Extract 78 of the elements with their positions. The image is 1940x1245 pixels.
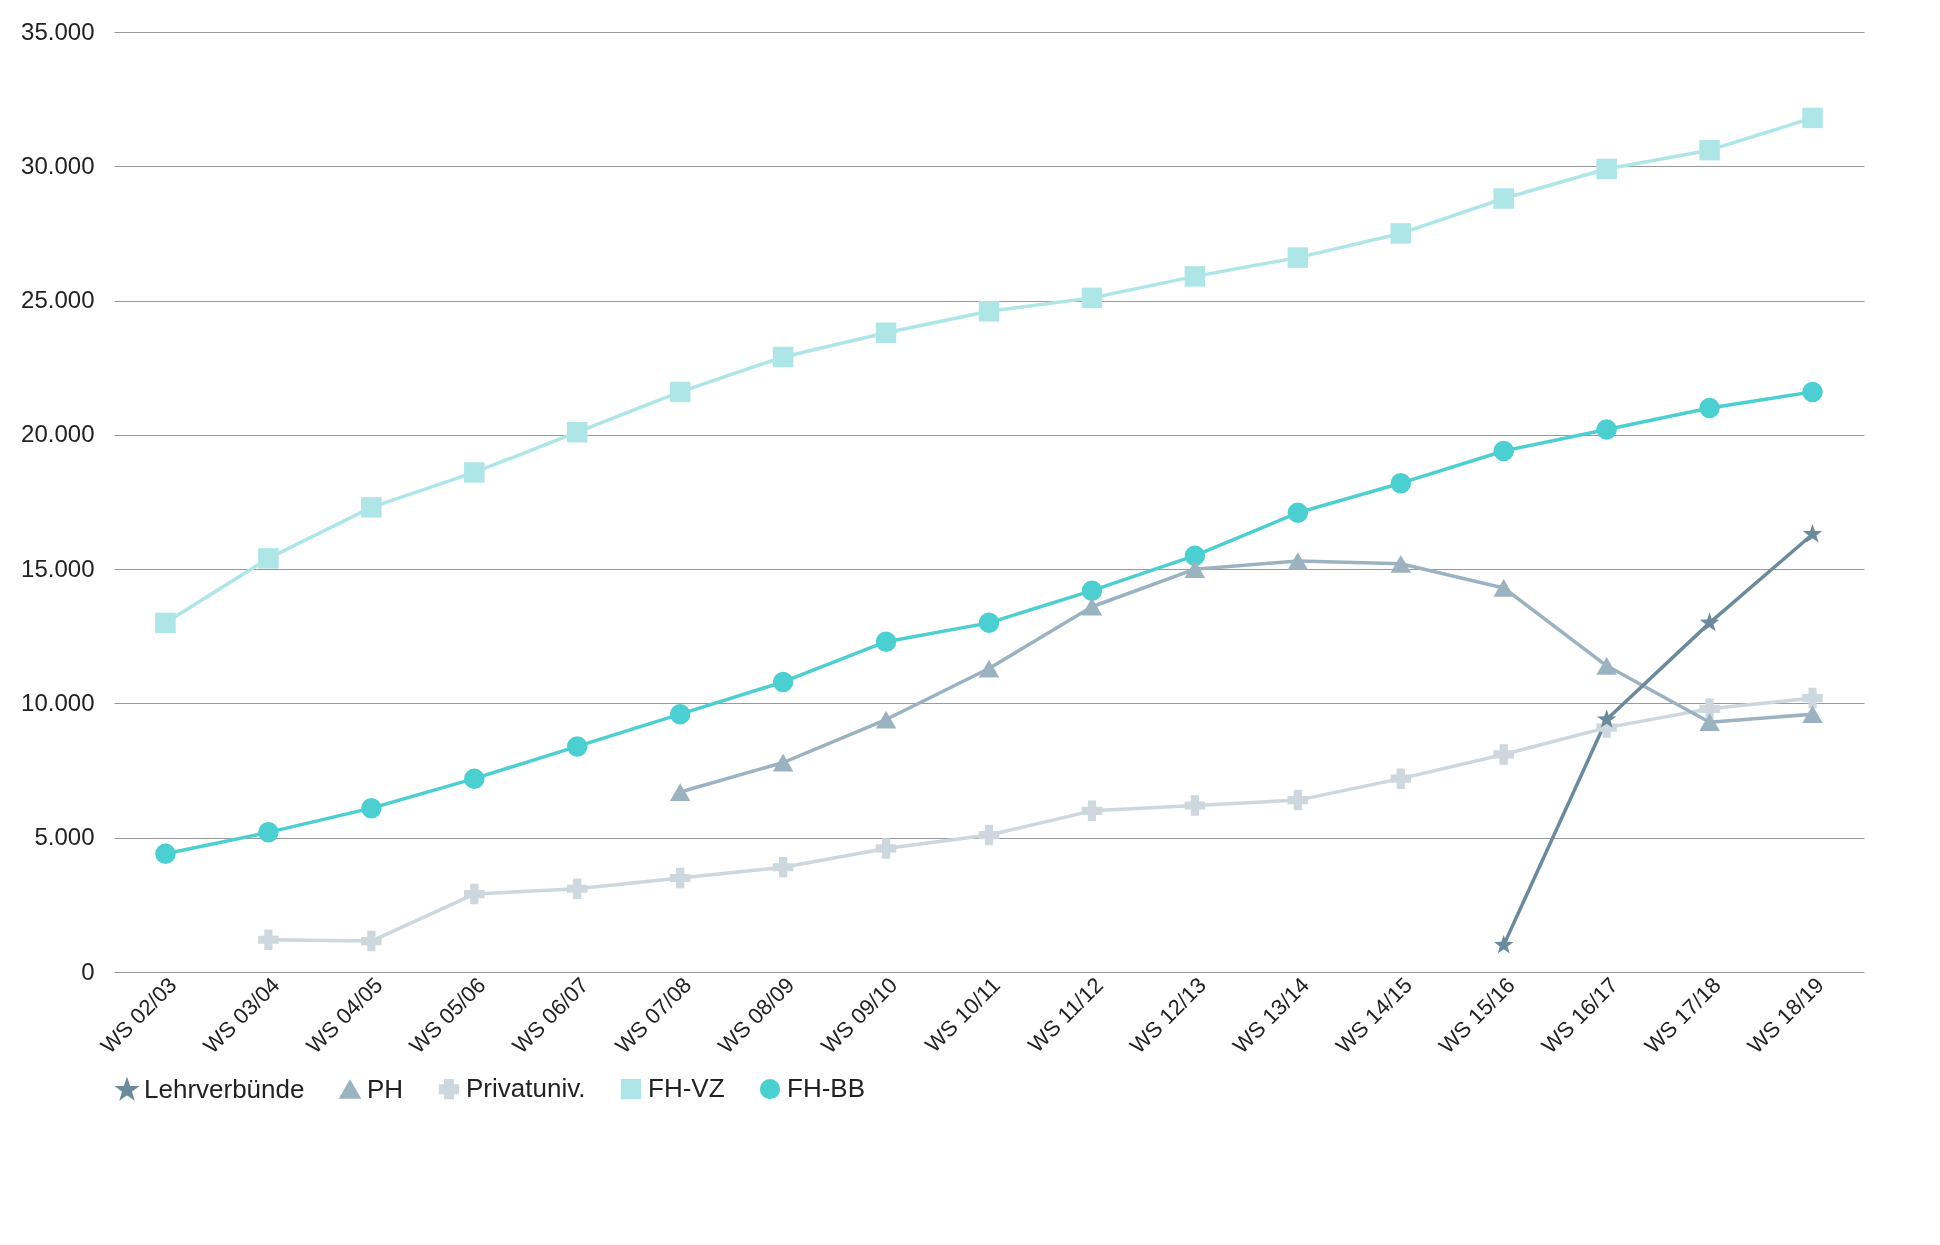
point [772,857,794,878]
point [1287,502,1309,523]
legend-label: PH [367,1073,404,1104]
point [1184,545,1206,566]
point [258,548,279,569]
point [1081,580,1103,601]
y-tick-label: 25.000 [21,286,95,314]
point [1081,800,1103,822]
point [1287,247,1309,268]
y-tick-label: 0 [81,957,95,985]
point [978,612,1000,634]
point [1184,795,1206,816]
point [1184,560,1206,579]
point [1493,440,1514,462]
point [155,612,176,634]
point [361,497,382,518]
point [875,710,897,729]
point [1699,713,1720,732]
point [155,843,176,865]
y-tick-label: 15.000 [21,554,95,582]
point [1596,656,1617,675]
point [361,930,382,952]
point [875,631,897,652]
legend-label: Lehrverbünde [144,1074,305,1104]
point [1596,419,1617,440]
point [464,462,485,483]
point [1802,381,1823,403]
point [1699,397,1720,419]
point [1287,552,1309,570]
point [978,301,1000,322]
point [1081,287,1103,309]
point [258,822,279,843]
point [1390,554,1412,573]
point [566,736,588,757]
point [1699,612,1720,632]
point [1699,698,1720,720]
point [1596,158,1617,180]
point [669,783,691,801]
point [978,824,1000,846]
point [1081,597,1103,616]
point [669,867,691,889]
legend-label: Privatuniv. [466,1073,586,1104]
point [464,768,485,789]
point [1493,934,1514,954]
point [566,878,588,899]
point [772,346,794,368]
point [464,883,485,905]
point [1493,188,1514,209]
point [875,838,897,859]
point [1802,107,1823,129]
point [669,703,691,725]
point [1493,579,1514,597]
point [1699,139,1720,161]
point [1184,266,1206,287]
y-tick-label: 10.000 [21,688,95,716]
y-tick-label: 20.000 [21,420,95,448]
y-tick-label: 30.000 [21,151,95,179]
point [669,381,691,403]
point [772,753,794,772]
legend-label: FH-VZ [648,1073,725,1104]
y-tick-label: 5.000 [34,823,95,851]
point [1390,768,1412,789]
point [1390,223,1412,244]
point [361,797,382,819]
point [566,421,588,443]
point [1802,687,1823,709]
legend-label: FH-BB [787,1073,865,1104]
point [1802,705,1823,724]
y-tick-label: 35.000 [21,17,95,45]
point [258,929,279,951]
point [1390,472,1412,494]
point [1802,523,1823,543]
point [978,659,1000,678]
point [772,671,794,693]
point [1287,789,1309,811]
point [1493,744,1514,765]
point [875,322,897,344]
point [1596,709,1617,728]
